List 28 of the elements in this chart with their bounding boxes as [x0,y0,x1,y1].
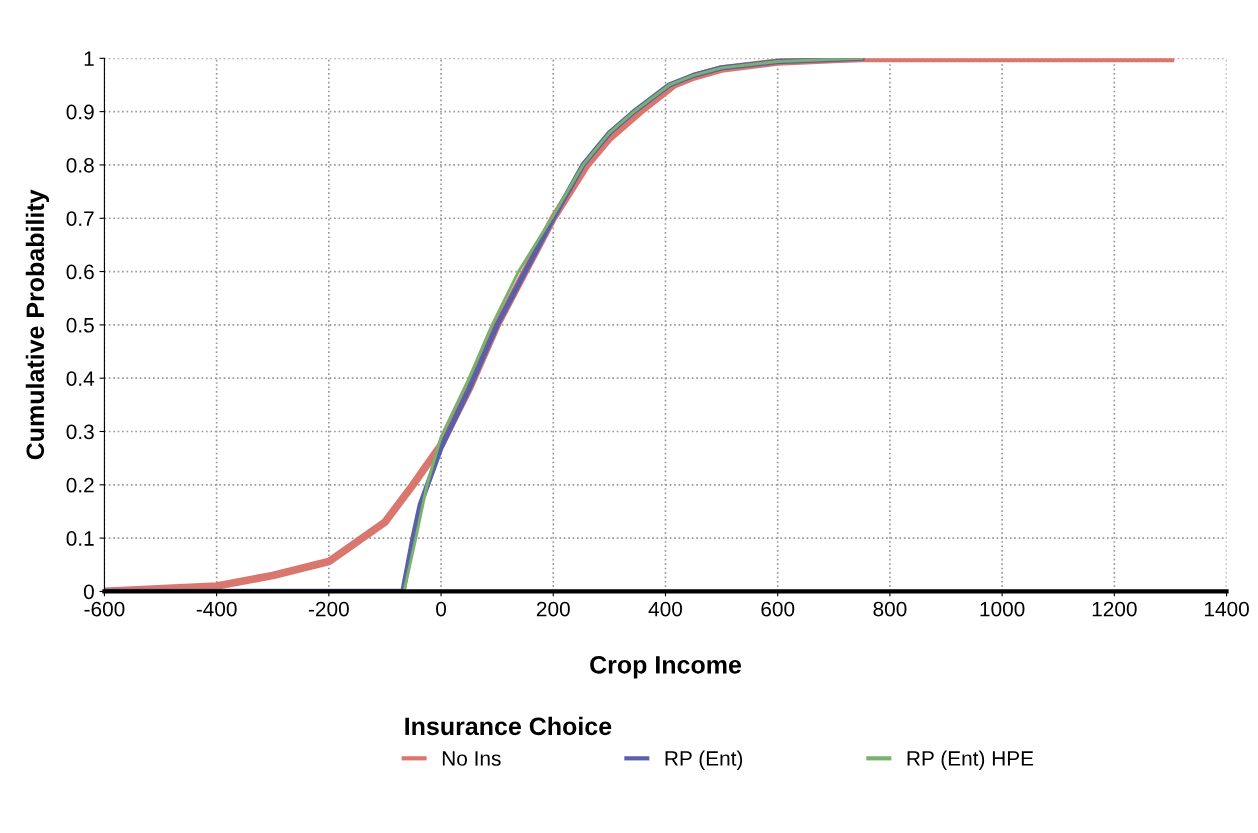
y-tick-label: 0.7 [66,211,94,226]
x-tick-label: 0 [436,601,447,617]
x-tick-label: 200 [536,601,570,617]
y-axis-title: Cumulative Probability [25,189,50,460]
x-axis-title: Crop Income [590,655,742,679]
y-tick-label: 0.4 [66,371,95,386]
y-tick-label: 0 [83,584,94,600]
x-tick-label: -400 [196,601,237,617]
y-tick-label: 0.3 [66,424,94,440]
x-tick-label: 1200 [1092,601,1137,617]
x-tick-label: 400 [648,601,683,617]
y-tick-label: 0.2 [66,477,94,493]
y-tick-label: 0.9 [66,104,94,120]
x-tick-label: 600 [761,601,795,617]
legend-label: No Ins [442,751,501,766]
x-tick-label: 1000 [980,601,1025,617]
y-tick-label: 0.6 [66,264,94,280]
x-tick-label: 800 [873,601,907,617]
legend-label: RP (Ent) HPE [907,750,1034,770]
y-tick-label: 1 [84,51,94,66]
y-tick-label: 0.8 [66,157,94,173]
y-tick-label: 0.5 [66,317,94,333]
legend-label: RP (Ent) [665,750,743,770]
x-tick-label: -600 [84,601,125,617]
legend-title: Insurance Choice [405,716,612,736]
y-tick-label: 0.1 [66,531,94,546]
x-tick-label: 1400 [1204,601,1249,617]
x-tick-label: -200 [308,601,349,617]
